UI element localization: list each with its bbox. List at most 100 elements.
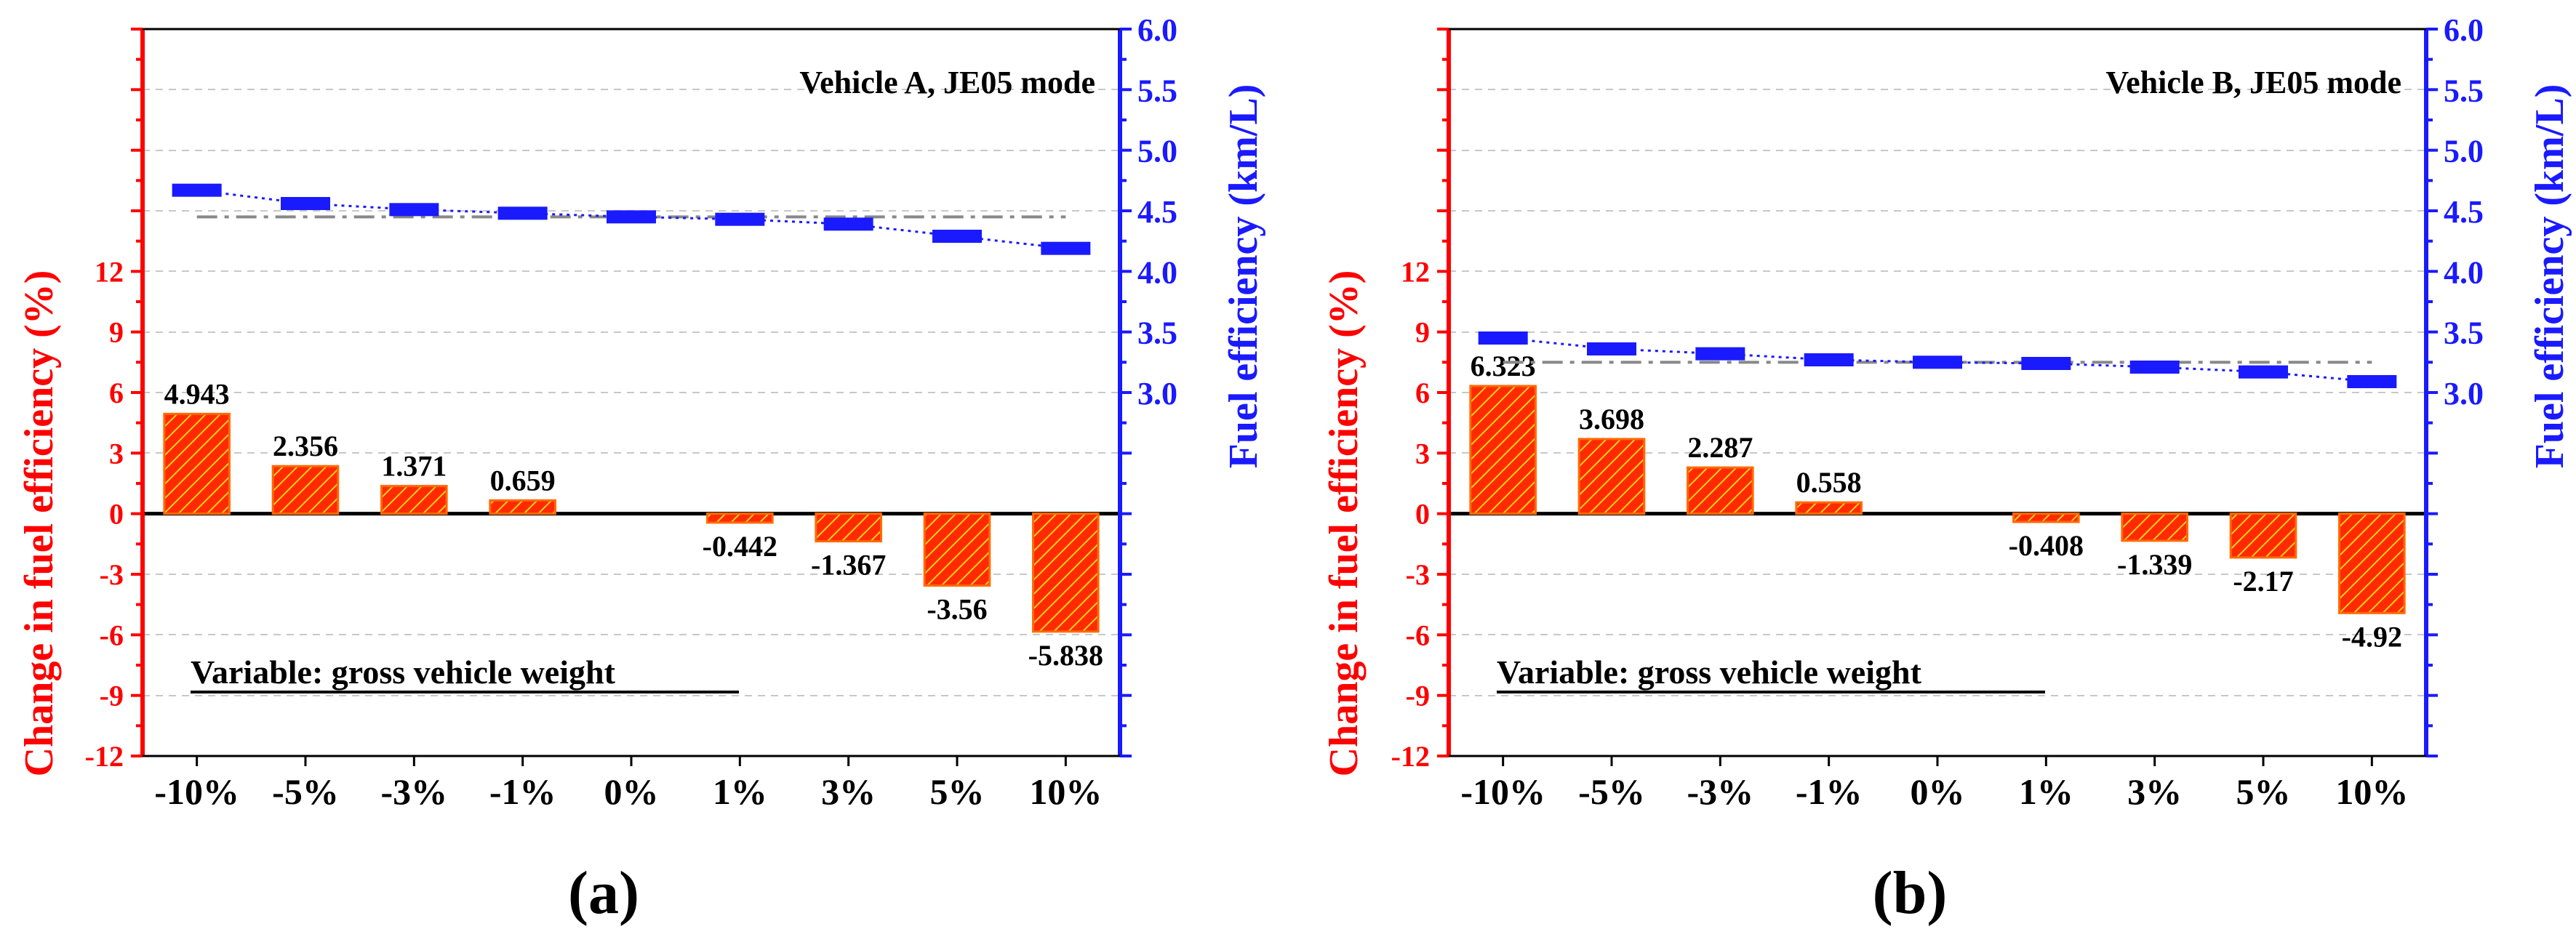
left-tick-label: 9 [1415, 316, 1430, 349]
bar-label: -0.442 [703, 530, 777, 563]
bar-label: -1.367 [811, 549, 886, 582]
x-tick-label: -3% [381, 771, 448, 812]
variable-annotation: Variable: gross vehicle weight [191, 654, 616, 691]
right-tick-label: 4.0 [2444, 254, 2484, 290]
bar-label: -5.838 [1028, 639, 1103, 672]
right-tick-label: 6.0 [1137, 12, 1177, 48]
x-tick-label: -5% [1578, 771, 1645, 812]
y-axis-title-left: Change in fuel efficiency (%) [1321, 270, 1367, 777]
bar--1% [489, 499, 556, 515]
right-tick-label: 3.5 [2444, 315, 2484, 351]
y-axis-title-left: Change in fuel efficiency (%) [17, 270, 62, 777]
right-tick-label: 5.0 [1137, 134, 1177, 169]
right-tick-label: 6.0 [2444, 12, 2484, 48]
x-tick-label: -10% [154, 771, 239, 812]
bar-label: -0.408 [2009, 529, 2084, 562]
x-tick-label: 3% [821, 771, 876, 812]
fe-marker-3% [823, 217, 873, 231]
right-tick-label: 3.0 [1137, 376, 1177, 411]
chart-title: Vehicle A, JE05 mode [799, 65, 1095, 100]
left-tick-label: 6 [1415, 377, 1430, 409]
x-tick-label: 10% [2335, 771, 2408, 812]
bar--10% [1469, 385, 1537, 515]
left-tick-label: 3 [1415, 437, 1430, 470]
y-axis-title-right: Fuel efficiency (km/L) [2527, 84, 2572, 469]
bar--1% [1795, 501, 1863, 515]
left-tick-label: -9 [1406, 680, 1430, 712]
bar-label: 4.943 [164, 377, 230, 410]
bar-label: 0.558 [1796, 466, 1862, 499]
bar-label: 6.323 [1471, 350, 1536, 382]
fe-marker-10% [1041, 241, 1091, 255]
variable-annotation: Variable: gross vehicle weight [1497, 654, 1922, 691]
x-tick-label: 1% [713, 771, 767, 812]
fe-marker--5% [281, 197, 330, 210]
bar-label: 0.659 [490, 464, 556, 496]
fe-marker-10% [2347, 375, 2397, 388]
bar-label: -3.56 [927, 593, 987, 626]
x-tick-label: 3% [2127, 771, 2182, 812]
left-tick-label: -12 [85, 740, 124, 773]
left-tick-label: 12 [95, 255, 124, 288]
x-tick-label: -3% [1687, 771, 1754, 812]
bar-5% [923, 512, 991, 587]
bar--5% [1577, 438, 1646, 515]
bar--10% [163, 412, 231, 515]
x-tick-label: 5% [930, 771, 985, 812]
panel-a: 4.943 2.356 1.371 0.659 -0.442 -1.367 -3.56 -5.… [17, 12, 1266, 927]
left-tick-label: 0 [1415, 498, 1430, 531]
fe-marker--1% [497, 206, 548, 220]
bar-3% [2121, 512, 2188, 542]
x-tick-label: -5% [272, 771, 339, 812]
left-tick-label: 0 [109, 498, 124, 531]
bar-label: 2.287 [1687, 431, 1753, 464]
bar-label: -2.17 [2233, 565, 2293, 598]
fe-marker-1% [2021, 357, 2071, 370]
fe-marker--10% [172, 183, 222, 197]
left-tick-label: -3 [100, 558, 124, 591]
fe-line [196, 189, 1066, 250]
right-tick-label: 5.5 [1137, 73, 1177, 108]
left-tick-label: -3 [1406, 558, 1430, 591]
fe-marker--3% [389, 203, 439, 217]
right-tick-label: 5.0 [2444, 134, 2484, 169]
right-tick-label: 4.5 [1137, 194, 1177, 230]
bar-10% [1032, 512, 1100, 633]
bar-label: 3.698 [1579, 403, 1644, 435]
fe-marker-5% [2239, 365, 2288, 379]
left-tick-label: 12 [1401, 255, 1430, 288]
bar--5% [271, 465, 340, 515]
chart-title: Vehicle B, JE05 mode [2105, 65, 2401, 100]
panel-b: 6.323 3.698 2.287 0.558 -0.408 -1.339 -2.17 -4.… [1321, 12, 2572, 927]
fe-marker--1% [1804, 353, 1854, 366]
bar-3% [815, 512, 882, 543]
x-tick-label: 1% [2019, 771, 2073, 812]
left-tick-label: 9 [109, 316, 124, 349]
fe-marker-3% [2129, 361, 2180, 374]
left-tick-label: -9 [100, 680, 124, 712]
bar-label: 2.356 [273, 430, 338, 462]
x-tick-label: 10% [1029, 771, 1102, 812]
right-tick-label: 4.5 [2444, 194, 2484, 230]
left-tick-label: -12 [1391, 740, 1430, 773]
fe-marker-0% [607, 210, 656, 224]
left-tick-label: -6 [1406, 619, 1430, 651]
right-tick-label: 5.5 [2444, 73, 2484, 108]
fe-marker-0% [1913, 355, 1962, 369]
fe-marker--3% [1695, 347, 1745, 361]
x-tick-label: 0% [1911, 771, 1965, 812]
bar-5% [2229, 512, 2297, 559]
right-tick-label: 4.0 [1137, 254, 1177, 290]
bar-1% [2012, 512, 2080, 523]
bar--3% [380, 485, 448, 515]
bar-1% [706, 512, 774, 524]
left-tick-label: 3 [109, 437, 124, 470]
fe-marker--5% [1587, 342, 1636, 355]
bar-label: -4.92 [2342, 620, 2402, 653]
bar--3% [1687, 466, 1754, 515]
x-tick-label: -1% [1796, 771, 1863, 812]
y-axis-title-right: Fuel efficiency (km/L) [1221, 84, 1266, 469]
left-tick-label: 6 [109, 377, 124, 409]
bar-label: 1.371 [381, 450, 447, 483]
